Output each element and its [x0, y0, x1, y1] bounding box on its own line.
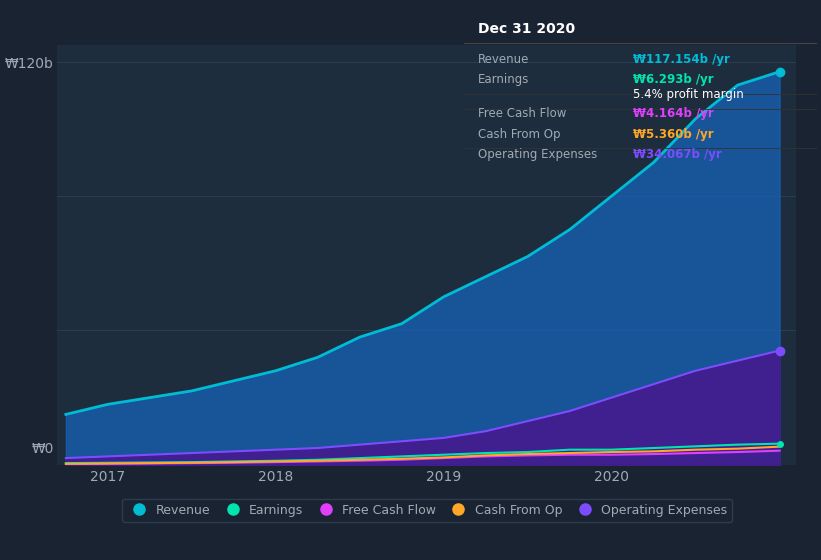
Legend: Revenue, Earnings, Free Cash Flow, Cash From Op, Operating Expenses: Revenue, Earnings, Free Cash Flow, Cash …: [122, 498, 732, 521]
Text: 5.4% profit margin: 5.4% profit margin: [633, 88, 744, 101]
Text: Revenue: Revenue: [478, 53, 530, 66]
Text: ₩5.360b /yr: ₩5.360b /yr: [633, 128, 714, 141]
Text: Earnings: Earnings: [478, 73, 530, 86]
Text: Cash From Op: Cash From Op: [478, 128, 561, 141]
Text: Dec 31 2020: Dec 31 2020: [478, 22, 576, 36]
Text: ₩34.067b /yr: ₩34.067b /yr: [633, 148, 722, 161]
Text: ₩117.154b /yr: ₩117.154b /yr: [633, 53, 730, 66]
Text: ₩120b: ₩120b: [5, 58, 54, 71]
Text: Operating Expenses: Operating Expenses: [478, 148, 597, 161]
Text: ₩6.293b /yr: ₩6.293b /yr: [633, 73, 714, 86]
Text: ₩0: ₩0: [31, 442, 54, 456]
Text: Free Cash Flow: Free Cash Flow: [478, 107, 566, 120]
Text: ₩4.164b /yr: ₩4.164b /yr: [633, 107, 714, 120]
